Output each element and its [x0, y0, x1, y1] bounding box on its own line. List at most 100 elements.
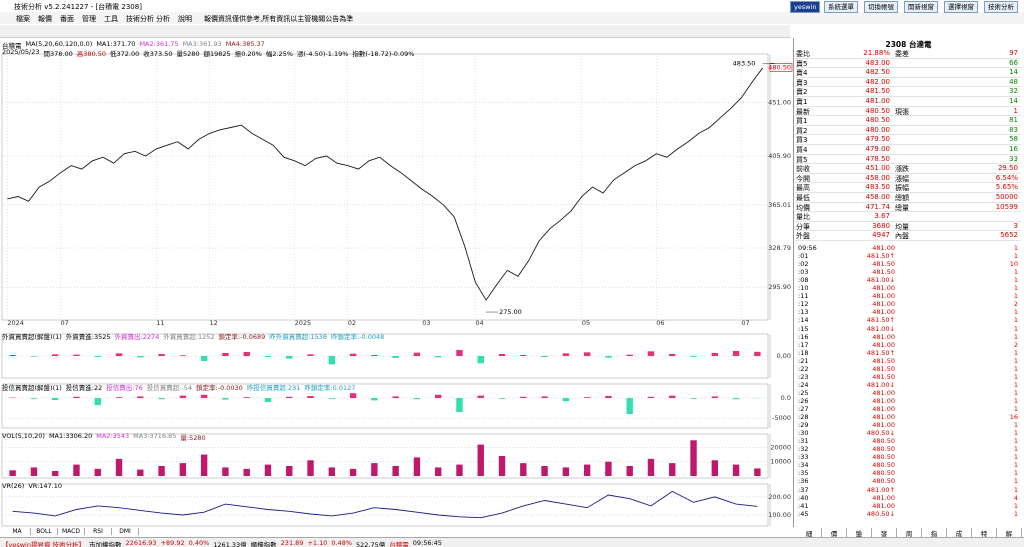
- bar: [605, 356, 612, 358]
- window-button[interactable]: yeswin: [790, 1, 821, 13]
- menu-item[interactable]: 報價: [38, 15, 52, 23]
- bar: [732, 398, 740, 400]
- tick-price: 481.50: [872, 260, 895, 269]
- y-tick-label: 295.90: [768, 283, 791, 291]
- panel-tab[interactable]: 解: [997, 528, 1022, 538]
- panel-tab[interactable]: 發: [872, 528, 897, 538]
- tick-price: 481.50↑: [866, 252, 895, 261]
- panel-tab[interactable]: 盤: [847, 528, 872, 538]
- menu-item[interactable]: 技術分析: [126, 15, 154, 23]
- info-text: 1261.33億: [213, 541, 247, 547]
- bar: [200, 394, 208, 398]
- panel-tab[interactable]: 特: [972, 528, 997, 538]
- bar: [711, 460, 718, 476]
- tick-price: 481.00: [872, 308, 895, 317]
- bar: [371, 398, 378, 401]
- info-text: MA1:3306.20: [48, 432, 93, 440]
- bar: [158, 466, 165, 476]
- bar: [711, 353, 718, 356]
- quote-volume: 16: [1009, 145, 1018, 153]
- bar: [328, 467, 335, 476]
- quote-volume: 14: [1009, 68, 1018, 77]
- tick-price: 480.50: [872, 469, 895, 478]
- panel-tab[interactable]: 成: [947, 528, 972, 538]
- tick-time: :26: [798, 396, 809, 405]
- annotation: 275.00: [499, 308, 522, 316]
- tick-time: :22: [798, 364, 809, 373]
- tick-volume: 1: [1013, 276, 1018, 285]
- menu-item[interactable]: 管理: [82, 15, 96, 23]
- bar: [647, 396, 655, 398]
- bar: [413, 398, 421, 400]
- info-text: 【yeswin揚昇資 技術分析】: [2, 541, 86, 547]
- y-tick-label: -5000: [772, 414, 791, 422]
- panel-tab[interactable]: 周: [897, 528, 922, 538]
- bar: [435, 467, 442, 476]
- window-button[interactable]: 技術分析: [984, 1, 1018, 13]
- indicator-tab[interactable]: RSI: [85, 528, 112, 535]
- window-button[interactable]: 開新視窗: [904, 1, 938, 13]
- tick-volume: 1: [1013, 421, 1018, 430]
- menu-item[interactable]: 說明: [178, 15, 192, 23]
- window-button[interactable]: 系統選單: [824, 1, 858, 13]
- bar: [754, 351, 761, 356]
- quote-label: 賣4: [796, 69, 808, 78]
- bar: [498, 456, 506, 476]
- tick-time: :24: [798, 380, 809, 389]
- tick-time: :21: [798, 356, 809, 365]
- indicator-tab[interactable]: MA: [4, 528, 31, 535]
- x-tick-label: 04: [475, 319, 483, 327]
- indicator-tab[interactable]: MACD: [58, 528, 85, 535]
- info-text: 522.75億: [356, 541, 386, 547]
- bar: [158, 398, 165, 400]
- info-text: 2025/05/23: [2, 48, 40, 56]
- quote-rule: [795, 67, 1021, 69]
- quote-volume: 48: [1009, 77, 1018, 86]
- quote-value: 483.50: [865, 183, 891, 192]
- quote-value: 471.74: [865, 202, 891, 211]
- bar: [669, 395, 676, 398]
- y-tick-label: 405.90: [768, 152, 791, 160]
- panel-tab[interactable]: 細: [797, 528, 822, 538]
- tick-time: :35: [798, 469, 809, 478]
- indicator-tab[interactable]: DMI: [112, 528, 139, 535]
- quote-rule: [795, 115, 1021, 117]
- bar: [94, 356, 101, 357]
- info-text: 昨鎖定率:0.0127: [304, 384, 356, 392]
- y-tick-label: 20000: [770, 443, 791, 451]
- bar: [413, 352, 421, 356]
- tick-volume: 1: [1013, 284, 1018, 293]
- tick-time: :11: [798, 292, 809, 301]
- bar: [307, 354, 314, 356]
- menu-item[interactable]: 工具: [104, 15, 118, 23]
- menu-item[interactable]: 分析: [156, 15, 170, 23]
- window-button[interactable]: 選擇視窗: [944, 1, 978, 13]
- menu-item[interactable]: 檔案: [16, 15, 30, 23]
- quote-volume: 33: [1009, 154, 1018, 163]
- quote-label: 均量: [895, 222, 909, 231]
- quote-rule: [795, 76, 1021, 78]
- panel-title: VOL(5,10,20) MA1:3306.20 MA2:3543 MA3:3716.…: [2, 432, 206, 442]
- info-text: 0.40%: [188, 539, 210, 547]
- quote-value: 29.50: [997, 164, 1018, 173]
- tick-price: 481.50: [872, 372, 895, 381]
- panel-tab[interactable]: 價: [822, 528, 847, 538]
- menu-item[interactable]: 番面: [60, 15, 74, 23]
- quote-header: 2308 台達電: [885, 40, 932, 49]
- y-tick-label: 10000: [770, 458, 791, 466]
- bar: [264, 356, 272, 357]
- bar: [264, 398, 272, 402]
- quote-panel: [793, 38, 1024, 527]
- bar: [30, 398, 38, 399]
- info-text: 開378.00: [43, 50, 73, 58]
- quote-label: 總量: [895, 203, 909, 212]
- quote-value: 482.50: [865, 68, 891, 77]
- bar: [541, 396, 548, 398]
- tick-time: :08: [798, 276, 809, 285]
- bar: [243, 397, 250, 398]
- indicator-tab[interactable]: BOLL: [31, 528, 58, 535]
- tick-time: :30: [798, 429, 809, 438]
- bar: [349, 353, 357, 356]
- window-button[interactable]: 切換帳號: [864, 1, 898, 13]
- panel-tab[interactable]: 指: [922, 528, 947, 538]
